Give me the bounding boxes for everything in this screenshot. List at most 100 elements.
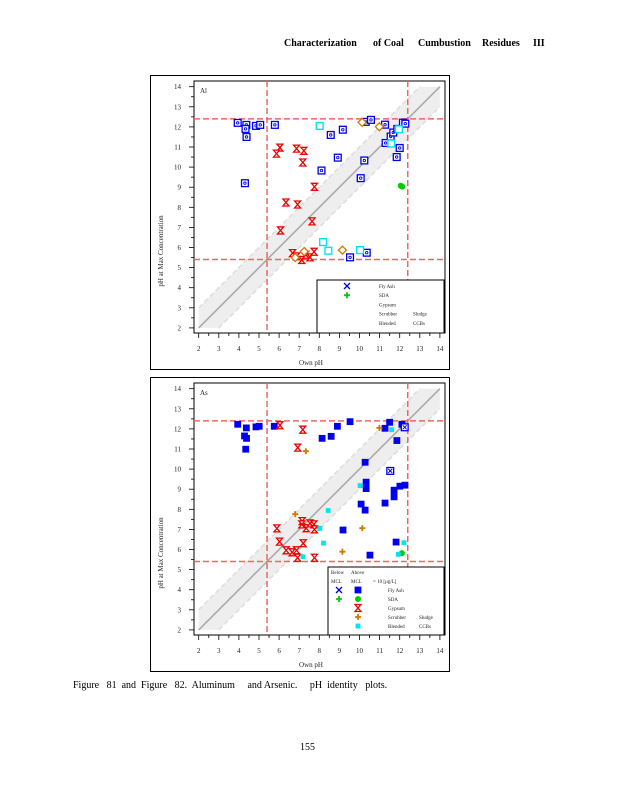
y-tick-label: 2 xyxy=(178,626,182,634)
marker-square xyxy=(233,118,242,127)
legend-label: Fly Ash xyxy=(379,285,395,290)
data-point xyxy=(256,120,265,129)
marker-small-square xyxy=(401,540,407,546)
data-point xyxy=(339,526,347,534)
data-point xyxy=(389,427,395,433)
data-point xyxy=(299,246,310,257)
legend-label: Fly Ash xyxy=(388,589,404,594)
data-point xyxy=(326,130,335,139)
data-point xyxy=(272,149,281,158)
marker-dot xyxy=(369,118,373,122)
y-tick-label: 6 xyxy=(178,244,182,252)
data-point xyxy=(387,139,396,148)
x-tick-label: 3 xyxy=(217,647,221,655)
marker-filled-square xyxy=(361,458,369,466)
data-point xyxy=(275,537,284,546)
marker-filled-square xyxy=(381,424,389,432)
x-tick-label: 13 xyxy=(416,345,424,353)
data-point xyxy=(362,248,371,257)
legend-header: MCL xyxy=(331,580,342,585)
y-tick-label: 9 xyxy=(178,184,182,192)
data-point xyxy=(390,486,398,494)
data-point xyxy=(356,174,365,183)
data-point xyxy=(386,418,394,426)
data-point xyxy=(395,551,401,557)
data-point xyxy=(317,525,323,531)
arsenic-ph-plot: 2 3 4 5 6 7 8 9 10 11 12 13 14 2 3 4 5 6 7 8 9 10 11 12 13 14 Own … xyxy=(150,377,450,672)
marker-square xyxy=(338,125,347,134)
marker-plus xyxy=(292,511,299,518)
y-tick-label: 6 xyxy=(178,546,182,554)
marker-hourglass xyxy=(353,603,363,613)
legend: Fly Ash SDA Gypsum Scrubber Sludge Blended CCB… xyxy=(316,279,445,334)
legend-label: Scrubber xyxy=(388,616,406,621)
y-tick-label: 14 xyxy=(174,83,182,91)
marker-dot xyxy=(341,128,345,132)
data-point xyxy=(392,538,400,546)
x-tick-label: 13 xyxy=(416,647,424,655)
header-word: of Coal xyxy=(373,38,404,49)
data-point xyxy=(393,437,401,444)
marker-hourglass xyxy=(298,158,308,167)
aluminum-chart-svg: 2 3 4 5 6 7 8 9 10 11 12 13 14 2 3 4 5 6 7 8 9 10 11 12 13 14 Own … xyxy=(157,80,446,367)
figure-caption: Figure 81 and Figure 82. Aluminum and Ar… xyxy=(73,680,388,691)
data-point xyxy=(298,425,308,434)
legend-label: Gypsum xyxy=(388,607,405,612)
marker-dot xyxy=(365,251,369,255)
marker-dot xyxy=(403,122,407,126)
marker-filled-square xyxy=(401,481,409,489)
marker-plus xyxy=(359,525,366,532)
marker-filled-square xyxy=(393,437,401,444)
marker-plus xyxy=(302,448,309,455)
data-point xyxy=(346,418,354,426)
marker-square xyxy=(387,139,396,148)
arsenic-chart-svg: 2 3 4 5 6 7 8 9 10 11 12 13 14 2 3 4 5 6 7 8 9 10 11 12 13 14 Own … xyxy=(157,382,446,669)
data-point xyxy=(292,144,302,153)
marker-hourglass xyxy=(281,198,291,207)
data-point xyxy=(243,434,250,442)
data-point xyxy=(307,217,317,226)
header-word: Characterization xyxy=(284,38,357,49)
data-point xyxy=(270,120,279,129)
band-lower-edge xyxy=(218,408,441,631)
marker-square xyxy=(392,153,401,162)
data-point xyxy=(357,483,363,488)
marker-hourglass xyxy=(298,539,308,548)
legend-header: MCL xyxy=(351,580,362,585)
data-point xyxy=(242,445,250,453)
y-tick-label: 10 xyxy=(174,466,182,474)
marker-dot xyxy=(244,135,249,139)
data-point xyxy=(374,121,385,132)
marker-dot xyxy=(348,255,352,259)
y-tick-label: 14 xyxy=(174,385,182,393)
marker-hourglass xyxy=(281,546,291,555)
marker-hourglass xyxy=(309,247,319,256)
marker-plus xyxy=(336,596,342,602)
data-point xyxy=(361,506,369,514)
data-point xyxy=(361,458,369,466)
marker-filled-square xyxy=(339,526,347,534)
marker-filled-square xyxy=(242,424,250,432)
legend-marker-above xyxy=(353,603,363,613)
marker-hourglass xyxy=(307,217,317,226)
marker-hourglass xyxy=(275,537,284,546)
data-point xyxy=(400,423,409,432)
marker-hourglass xyxy=(272,149,281,158)
data-point xyxy=(309,247,319,256)
marker-dot xyxy=(395,155,399,159)
marker-hourglass xyxy=(297,520,307,529)
y-tick-label: 8 xyxy=(178,506,182,514)
legend-label: Blended xyxy=(388,625,405,630)
y-tick-label: 13 xyxy=(174,103,182,111)
y-tick-label: 5 xyxy=(178,566,182,574)
data-point xyxy=(381,424,389,432)
legend-marker-above xyxy=(355,614,361,620)
marker-dot xyxy=(319,168,324,173)
data-point xyxy=(376,424,383,431)
marker-square xyxy=(366,115,376,124)
marker-square xyxy=(270,120,279,129)
series-blended-ccbs xyxy=(315,121,403,255)
x-tick-label: 4 xyxy=(237,345,241,353)
legend-label: CCBs xyxy=(419,625,431,630)
